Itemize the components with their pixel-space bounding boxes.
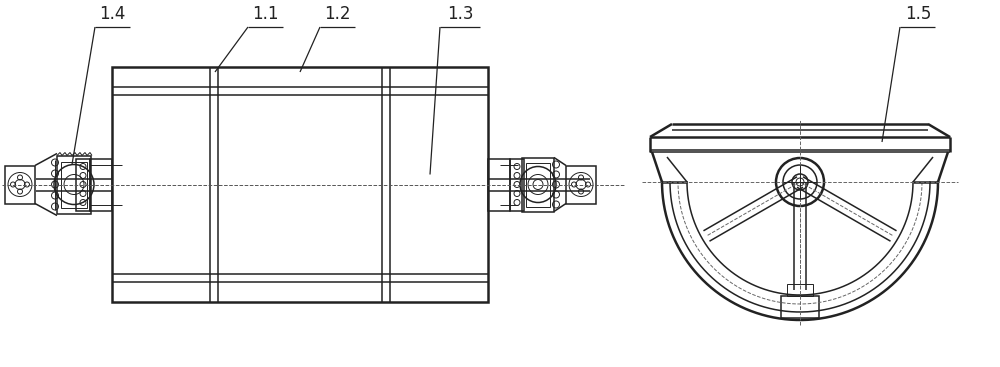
Bar <box>566 166 596 203</box>
Bar <box>5 166 35 203</box>
Bar <box>781 296 819 318</box>
Bar <box>112 67 488 302</box>
Bar <box>787 284 813 296</box>
Text: 1.5: 1.5 <box>905 5 931 23</box>
Bar <box>510 159 524 211</box>
Bar <box>76 159 90 211</box>
Bar <box>522 157 554 211</box>
Bar <box>57 156 91 214</box>
Text: 1.4: 1.4 <box>99 5 125 23</box>
Bar <box>90 159 112 211</box>
Text: 1.1: 1.1 <box>252 5 278 23</box>
Text: 1.2: 1.2 <box>324 5 350 23</box>
Bar <box>488 159 510 211</box>
Bar <box>61 161 87 207</box>
Bar <box>526 163 550 207</box>
Text: 1.3: 1.3 <box>447 5 473 23</box>
